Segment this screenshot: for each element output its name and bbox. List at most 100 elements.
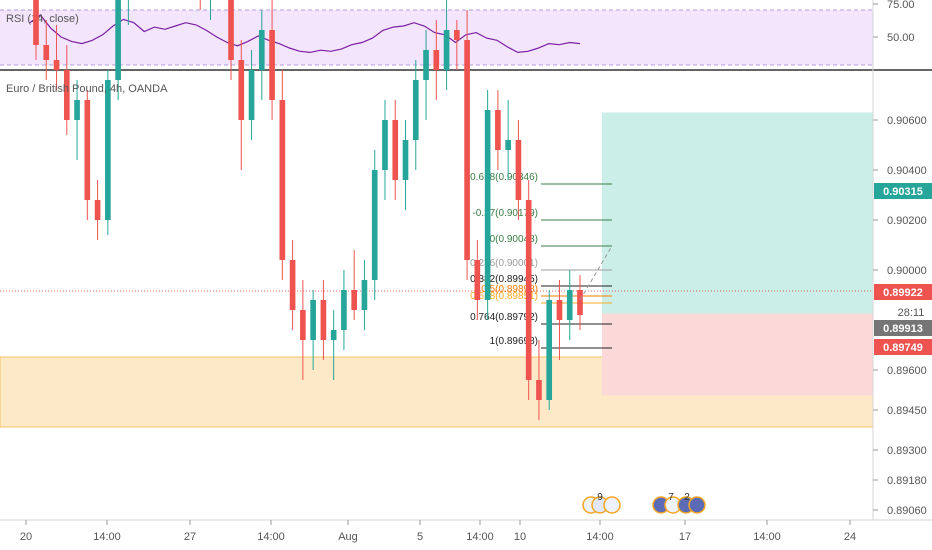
price-tick-label: 0.90400 [887, 165, 927, 177]
price-badge-label: 0.90315 [883, 186, 923, 198]
target-zone[interactable] [602, 112, 873, 314]
time-tick-label: 5 [417, 531, 423, 543]
candle-body [105, 80, 111, 220]
stop-zone[interactable] [602, 313, 873, 396]
rsi-axis-ticks: 75.00 50.00 [873, 0, 915, 44]
candle-body [94, 200, 101, 220]
candle-body [495, 110, 501, 150]
time-tick-label: 14:00 [753, 531, 781, 543]
countdown-label: 28:11 [898, 307, 925, 319]
candle-body [412, 80, 419, 140]
fib-level-label: 0.382(0.89945) [470, 274, 538, 285]
time-tick-label: 14:00 [466, 531, 494, 543]
time-tick-label: 10 [514, 531, 526, 543]
candle-body [115, 0, 121, 80]
candle-body [546, 300, 553, 400]
time-tick-label: 14:00 [586, 531, 614, 543]
time-tick-label: 14:00 [257, 531, 285, 543]
symbol-label: Euro / British Pound, 4h, OANDA [6, 83, 168, 95]
candle-body [566, 290, 573, 320]
candle-body [525, 200, 532, 380]
candle-body [536, 380, 542, 400]
candle-body [310, 300, 316, 340]
price-tick-label: 0.90000 [887, 265, 927, 277]
candle-body [474, 260, 481, 300]
price-tick-label: 0.89450 [887, 405, 927, 417]
event-group-3[interactable]: 2 [677, 492, 706, 514]
price-tick-label: 0.89180 [887, 475, 927, 487]
time-axis-ticks: 20 14:00 27 14:00 Aug 5 14:00 10 14:00 17 14:00 24 [20, 520, 856, 543]
rsi-tick-label: 50.00 [887, 32, 915, 44]
time-tick-label: 17 [679, 531, 691, 543]
price-pane[interactable]: -0.618(0.90346) -0.27(0.90179) 0(0.90048) 0… [0, 0, 874, 428]
candle-body [84, 100, 91, 200]
candle-body [382, 120, 388, 170]
rsi-label: RSI (14, close) [6, 13, 79, 25]
candle-body [63, 70, 70, 120]
candle-body [361, 280, 368, 310]
countdown-bg [874, 304, 932, 320]
fib-level-label: 1(0.89698) [490, 336, 538, 347]
candle-body [433, 50, 440, 70]
event-count: 2 [684, 492, 690, 503]
candle-body [228, 0, 234, 60]
candlestick-series [33, 0, 583, 420]
price-badge [874, 320, 932, 336]
fib-level-label: 0.236(0.90001) [470, 258, 538, 269]
eu-flag-icon[interactable] [688, 496, 706, 514]
time-axis[interactable]: 20 14:00 27 14:00 Aug 5 14:00 10 14:00 17 14:00 24 [0, 519, 932, 543]
price-badge [874, 183, 932, 199]
price-badge-label: 0.89749 [883, 342, 923, 354]
time-tick-label: 27 [184, 531, 196, 543]
candle-body [443, 30, 450, 70]
price-tick-label: 0.89060 [887, 505, 927, 517]
fib-retracement[interactable]: -0.618(0.90346) -0.27(0.90179) 0(0.90048) 0… [467, 172, 612, 349]
candle-body [248, 70, 255, 120]
candle-body [371, 170, 378, 280]
candle-body [505, 140, 511, 150]
candle-body [43, 45, 50, 60]
event-group-2[interactable]: 7 [652, 492, 682, 514]
price-badge [874, 339, 932, 355]
candle-body [279, 100, 286, 260]
candle-body [423, 50, 429, 80]
time-tick-label: 14:00 [93, 531, 121, 543]
candle-body [258, 30, 265, 70]
candle-body [33, 0, 39, 45]
price-tick-label: 0.90200 [887, 215, 927, 227]
candle-body [464, 40, 470, 260]
candle-body [392, 120, 399, 180]
candle-body [320, 300, 327, 340]
price-tick-label: 0.90600 [887, 115, 927, 127]
time-tick-label: 24 [844, 531, 856, 543]
candle-body [341, 290, 347, 330]
time-tick-label: 20 [20, 531, 32, 543]
candle-body [330, 330, 337, 340]
candle-body [515, 140, 522, 200]
candle-body [300, 310, 306, 340]
fib-level-label: 0.5(0.89898) [481, 284, 538, 295]
candle-body [402, 140, 409, 180]
fib-level-label: 0.618(0.89851) [470, 291, 538, 302]
price-badge-label: 0.89922 [883, 287, 923, 299]
economic-events[interactable]: 9 7 2 [582, 492, 706, 514]
rsi-line [29, 14, 581, 54]
candle-body [289, 260, 296, 310]
uk-flag-icon[interactable] [603, 496, 621, 514]
candle-body [484, 110, 491, 300]
fib-level-label: -0.618(0.90346) [467, 172, 538, 183]
price-badge-label: 0.89913 [883, 323, 923, 335]
price-tick-label: 0.89300 [887, 445, 927, 457]
time-tick-label: Aug [338, 531, 358, 543]
projection-line[interactable] [579, 245, 613, 301]
fib-level-label: -0.27(0.90179) [472, 208, 538, 219]
fib-level-label: 0(0.90048) [490, 234, 538, 245]
candle-body [53, 60, 60, 70]
candle-body [269, 30, 275, 100]
event-group-1[interactable]: 9 [582, 492, 621, 514]
candle-body [351, 290, 358, 310]
candle-body [238, 60, 245, 120]
fib-level-label: 0.764(0.89792) [470, 312, 538, 323]
